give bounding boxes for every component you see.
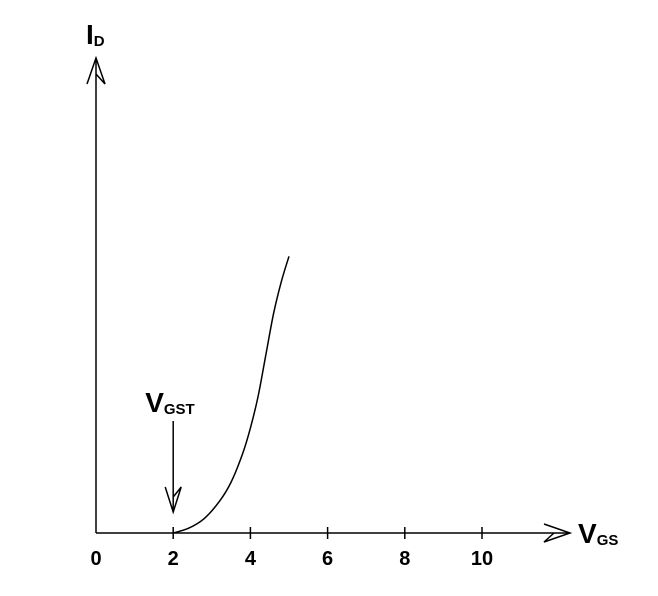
x-tick-label: 10 <box>471 548 493 570</box>
transfer-curve <box>172 256 290 534</box>
y-axis-label-main: I <box>86 19 94 50</box>
y-axis-label-sub: D <box>94 33 105 50</box>
threshold-label: VGST <box>145 387 195 418</box>
x-tick-label: 8 <box>399 548 410 570</box>
x-tick-label: 2 <box>168 548 179 570</box>
y-axis-arrowhead <box>86 55 106 85</box>
threshold-label-sub: GST <box>164 401 195 418</box>
threshold-annotation: VGST <box>145 387 195 515</box>
x-tick-label: 0 <box>90 548 101 570</box>
threshold-label-main: V <box>145 387 164 418</box>
threshold-arrow-head <box>164 486 182 515</box>
x-axis-label: VGS <box>578 518 618 549</box>
x-tick-labels: 0 2 4 6 8 10 <box>90 548 493 570</box>
x-tick-label: 6 <box>322 548 333 570</box>
y-axis-label: ID <box>86 19 105 50</box>
x-tick-label: 4 <box>245 548 257 570</box>
x-axis-label-main: V <box>578 518 597 549</box>
axes <box>86 55 573 543</box>
x-axis-label-sub: GS <box>597 532 619 549</box>
x-axis-arrowhead <box>543 523 573 543</box>
